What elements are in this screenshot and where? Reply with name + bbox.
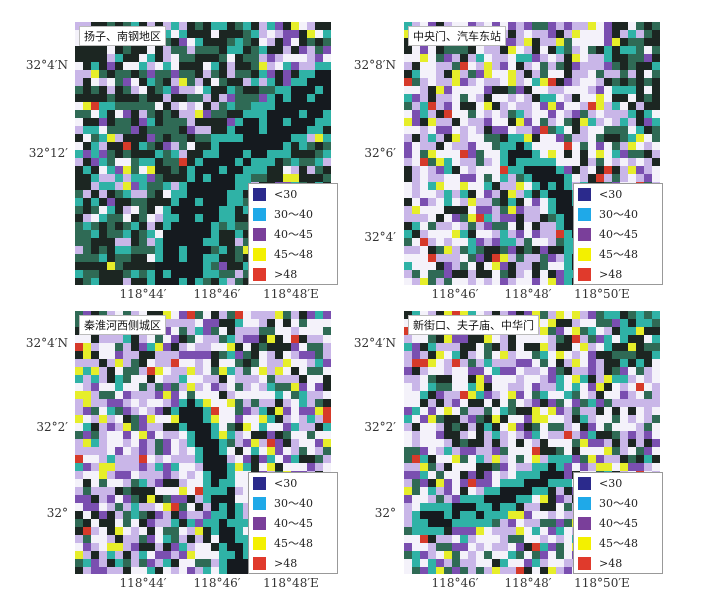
legend: <30 30～40 40～45 45～48 >48	[248, 183, 338, 285]
x-tick-label: 118°50′E	[574, 287, 630, 301]
x-tick-label: 118°48′E	[263, 576, 319, 590]
legend-item: >48	[574, 264, 662, 284]
legend-swatch	[253, 516, 266, 530]
legend-item: 40～45	[249, 224, 337, 244]
legend-label: 45～48	[599, 248, 638, 261]
legend-label: 45～48	[599, 537, 638, 550]
legend-item: 30～40	[249, 493, 337, 513]
legend-label: >48	[599, 556, 623, 570]
legend-swatch	[578, 267, 591, 281]
legend-swatch	[253, 207, 266, 221]
y-tick-label: 32°12′	[28, 146, 68, 160]
legend-swatch	[578, 187, 591, 201]
x-tick-label: 118°48′	[504, 287, 552, 301]
legend-item: <30	[574, 184, 662, 204]
y-tick-label: 32°4′	[364, 230, 396, 244]
legend-swatch	[578, 247, 591, 261]
legend-label: 30～40	[599, 497, 638, 510]
legend-item: >48	[574, 553, 662, 573]
legend-swatch	[578, 207, 591, 221]
legend-item: 40～45	[574, 513, 662, 533]
legend-item: 45～48	[249, 533, 337, 553]
legend-label: >48	[599, 267, 623, 281]
legend-swatch	[578, 536, 591, 550]
legend-label: 40～45	[599, 228, 638, 241]
legend: <30 30～40 40～45 45～48 >48	[573, 472, 663, 574]
legend-label: 30～40	[274, 208, 313, 221]
legend-item: 30～40	[249, 204, 337, 224]
legend-swatch	[578, 516, 591, 530]
legend-label: 40～45	[274, 228, 313, 241]
x-tick-label: 118°46′	[431, 287, 479, 301]
legend: <30 30～40 40～45 45～48 >48	[248, 472, 338, 574]
legend-label: 30～40	[599, 208, 638, 221]
legend-label: 30～40	[274, 497, 313, 510]
y-tick-label: 32°	[46, 506, 68, 520]
legend-swatch	[253, 227, 266, 241]
legend-item: 30～40	[574, 493, 662, 513]
panel-title: 中央门、汽车东站	[408, 26, 506, 46]
panel-title: 扬子、南钢地区	[79, 26, 166, 46]
legend-label: >48	[274, 267, 298, 281]
y-tick-label: 32°	[374, 506, 396, 520]
y-tick-label: 32°2′	[364, 420, 396, 434]
legend-item: <30	[574, 473, 662, 493]
x-tick-label: 118°44′	[119, 576, 167, 590]
legend-item: 45～48	[249, 244, 337, 264]
legend-label: <30	[274, 476, 298, 490]
legend-item: >48	[249, 553, 337, 573]
legend-swatch	[253, 476, 266, 490]
legend-swatch	[578, 476, 591, 490]
legend-label: 45～48	[274, 537, 313, 550]
legend-item: <30	[249, 184, 337, 204]
legend-swatch	[578, 227, 591, 241]
legend-swatch	[253, 247, 266, 261]
legend-swatch	[253, 536, 266, 550]
x-tick-label: 118°48′	[504, 576, 552, 590]
legend-item: <30	[249, 473, 337, 493]
y-tick-label: 32°6′	[364, 146, 396, 160]
x-tick-label: 118°48′E	[263, 287, 319, 301]
y-tick-label: 32°8′N	[353, 58, 396, 72]
legend-label: <30	[599, 476, 623, 490]
x-tick-label: 118°50′E	[574, 576, 630, 590]
y-tick-label: 32°4′N	[353, 336, 396, 350]
legend-label: 45～48	[274, 248, 313, 261]
legend: <30 30～40 40～45 45～48 >48	[573, 183, 663, 285]
legend-item: >48	[249, 264, 337, 284]
legend-label: <30	[274, 187, 298, 201]
x-tick-label: 118°44′	[119, 287, 167, 301]
panel-title: 新街口、夫子庙、中华门	[408, 315, 539, 335]
legend-item: 40～45	[249, 513, 337, 533]
legend-swatch	[253, 187, 266, 201]
x-tick-label: 118°46′	[193, 576, 241, 590]
panel-title: 秦淮河西侧城区	[79, 315, 166, 335]
y-tick-label: 32°4′N	[25, 58, 68, 72]
legend-swatch	[578, 496, 591, 510]
legend-swatch	[253, 496, 266, 510]
legend-swatch	[253, 556, 266, 570]
legend-swatch	[578, 556, 591, 570]
legend-label: <30	[599, 187, 623, 201]
x-tick-label: 118°46′	[431, 576, 479, 590]
legend-label: >48	[274, 556, 298, 570]
legend-label: 40～45	[274, 517, 313, 530]
legend-item: 30～40	[574, 204, 662, 224]
legend-label: 40～45	[599, 517, 638, 530]
x-tick-label: 118°46′	[193, 287, 241, 301]
y-tick-label: 32°4′N	[25, 336, 68, 350]
legend-item: 45～48	[574, 244, 662, 264]
y-tick-label: 32°2′	[36, 420, 68, 434]
legend-item: 45～48	[574, 533, 662, 553]
legend-item: 40～45	[574, 224, 662, 244]
legend-swatch	[253, 267, 266, 281]
